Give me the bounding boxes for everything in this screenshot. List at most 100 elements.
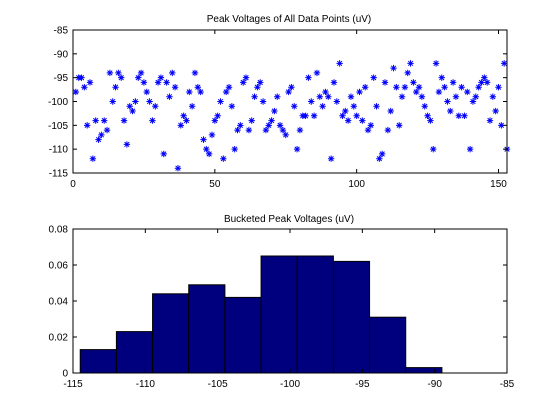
scatter-point — [310, 112, 318, 119]
histogram-bar — [296, 255, 334, 374]
scatter-point — [472, 93, 479, 100]
x-tick-label: 100 — [348, 179, 365, 190]
scatter-point — [78, 74, 85, 81]
scatter-point — [313, 69, 321, 77]
scatter-point — [276, 122, 284, 129]
scatter-point — [444, 98, 451, 105]
y-tick-label: 0 — [62, 369, 68, 380]
scatter-point — [81, 84, 88, 91]
scatter-point — [225, 84, 233, 91]
scatter-point — [214, 112, 221, 119]
scatter-point — [486, 117, 494, 124]
scatter-point — [163, 79, 170, 86]
y-tick-label: -115 — [49, 169, 69, 180]
scatter-point — [378, 150, 386, 158]
scatter-point — [370, 74, 377, 81]
scatter-point — [106, 69, 114, 77]
scatter-point — [222, 88, 230, 96]
histogram-bar — [405, 367, 443, 374]
scatter-point — [333, 98, 341, 105]
scatter-point — [305, 74, 312, 81]
scatter-point — [257, 79, 264, 86]
scatter-point — [123, 141, 131, 148]
scatter-point — [285, 88, 292, 96]
scatter-point — [271, 107, 278, 115]
scatter-point — [316, 93, 323, 100]
scatter-point — [396, 122, 403, 129]
histogram-title: Bucketed Peak Voltages (uV) — [224, 214, 354, 225]
scatter-point — [89, 155, 97, 162]
scatter-point — [254, 84, 261, 91]
scatter-point — [262, 126, 270, 134]
histogram-bar — [188, 284, 226, 374]
scatter-point — [279, 126, 287, 134]
scatter-point — [132, 98, 139, 105]
scatter-point — [339, 112, 346, 119]
scatter-point — [466, 145, 474, 153]
scatter-point — [469, 98, 477, 105]
scatter-axes: 0 50 100 150 -85 -90 -95 -100 -105 -110 -115 — [48, 26, 507, 191]
scatter-point — [447, 107, 454, 115]
scatter-point — [413, 88, 420, 96]
scatter-point — [421, 103, 428, 110]
x-tick-label: -90 — [427, 379, 442, 390]
scatter-point — [228, 103, 236, 110]
scatter-point — [86, 79, 94, 86]
scatter-point — [129, 107, 136, 115]
scatter-point — [291, 103, 298, 110]
scatter-point — [430, 145, 437, 153]
histogram-bar — [79, 349, 117, 374]
scatter-point — [237, 122, 244, 129]
scatter-point — [109, 98, 116, 105]
scatter-point — [330, 79, 338, 86]
scatter-point — [373, 103, 380, 110]
scatter-point — [483, 79, 491, 86]
x-tick-label: 0 — [70, 179, 76, 190]
scatter-point — [342, 107, 349, 115]
scatter-point — [356, 88, 363, 96]
scatter-point — [322, 88, 329, 96]
scatter-point — [169, 69, 176, 77]
scatter-point — [415, 84, 423, 91]
scatter-point — [112, 84, 119, 91]
histogram-axes: -115 -110 -105 -100 -95 -90 -85 0 0.02 0.04 0.06 0.… — [49, 225, 515, 391]
histogram-bar — [115, 331, 154, 374]
scatter-point — [205, 150, 213, 158]
scatter-title: Peak Voltages of All Data Points (uV) — [207, 14, 372, 25]
scatter-point — [302, 112, 309, 119]
scatter-point — [259, 98, 267, 105]
scatter-point — [353, 112, 360, 119]
scatter-point — [140, 79, 148, 86]
scatter-point — [308, 98, 315, 105]
scatter-point — [489, 93, 497, 100]
histogram-bars — [79, 255, 443, 374]
scatter-point — [325, 93, 332, 100]
scatter-point — [407, 60, 414, 67]
scatter-point — [268, 117, 275, 124]
histogram-bar — [369, 316, 407, 374]
scatter-point — [376, 155, 383, 162]
scatter-point — [495, 84, 502, 91]
scatter-point — [154, 79, 162, 86]
y-tick-label: 0.02 — [49, 333, 69, 344]
scatter-point — [364, 126, 372, 134]
scatter-point — [432, 60, 440, 67]
scatter-point — [208, 131, 216, 139]
y-tick-label: 0.04 — [49, 297, 69, 308]
x-tick-label: -105 — [208, 379, 228, 390]
scatter-point — [449, 79, 457, 86]
scatter-point — [296, 126, 304, 134]
scatter-point — [359, 117, 366, 124]
scatter-point — [410, 79, 417, 86]
scatter-point — [393, 84, 400, 91]
scatter-point — [115, 69, 122, 77]
x-tick-label: -85 — [500, 379, 515, 390]
scatter-point — [381, 79, 389, 86]
scatter-point — [152, 103, 159, 110]
scatter-point — [234, 126, 241, 134]
scatter-point — [435, 88, 443, 96]
scatter-point — [146, 98, 153, 105]
x-tick-label: -115 — [63, 379, 83, 390]
scatter-point — [101, 117, 108, 124]
y-tick-label: -95 — [54, 73, 69, 84]
